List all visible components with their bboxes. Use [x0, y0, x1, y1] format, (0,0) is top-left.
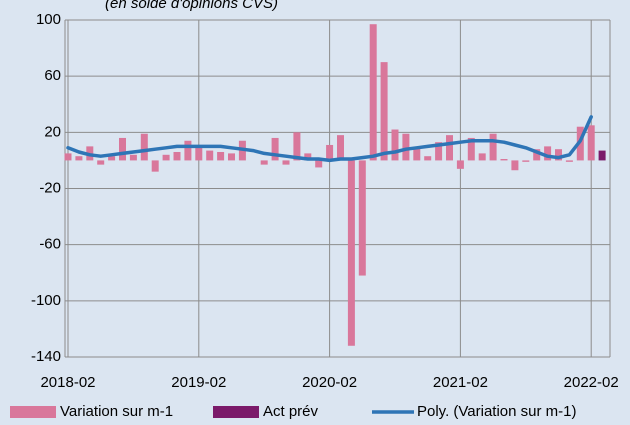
y-tick-label: 60 [44, 67, 61, 84]
bar [140, 133, 148, 161]
chart-subtitle: (en solde d'opinions CVS) [105, 0, 278, 12]
bar [108, 156, 116, 161]
bar [358, 160, 366, 276]
bar [304, 153, 312, 161]
trend-line [66, 115, 593, 163]
y-tick-label: -140 [31, 348, 61, 365]
bar [435, 142, 443, 161]
bar [326, 144, 334, 161]
bar [500, 159, 508, 161]
bar [587, 125, 595, 161]
bar [293, 132, 301, 161]
legend-swatch [213, 406, 259, 418]
bar [489, 133, 497, 161]
bar [446, 135, 453, 161]
bar [195, 147, 203, 161]
bar [598, 150, 606, 161]
bar [173, 151, 181, 161]
bar [129, 154, 137, 161]
bar [533, 149, 541, 161]
x-tick-label: 2019-02 [171, 374, 226, 391]
bar [228, 153, 235, 161]
bar [271, 137, 279, 161]
bar [97, 160, 105, 165]
legend-swatch [10, 406, 56, 418]
x-tick-label: 2020-02 [302, 374, 357, 391]
bar [511, 160, 519, 171]
x-tick-label: 2022-02 [564, 374, 619, 391]
bar [282, 160, 290, 165]
bar [337, 135, 344, 161]
bar [184, 140, 192, 161]
y-tick-label: -60 [39, 236, 61, 253]
bar [315, 160, 323, 168]
bar [413, 147, 421, 161]
y-tick-label: -20 [39, 179, 61, 196]
bar [151, 160, 159, 172]
legend-label: Variation sur m-1 [60, 403, 173, 420]
bar [347, 160, 355, 346]
bar [119, 137, 126, 161]
bar [402, 133, 410, 161]
legend-label: Act prév [263, 403, 319, 420]
bar [565, 160, 573, 162]
bar [391, 129, 399, 161]
y-tick-label: 100 [36, 11, 61, 28]
bar [369, 24, 377, 161]
bar [544, 146, 552, 161]
bar [162, 154, 170, 161]
bar [424, 156, 432, 161]
bar [206, 150, 214, 161]
bar [478, 153, 486, 161]
bar [75, 156, 83, 161]
legend-label: Poly. (Variation sur m-1) [417, 403, 577, 420]
x-tick-label: 2018-02 [40, 374, 95, 391]
x-tick-label: 2021-02 [433, 374, 488, 391]
bar [555, 149, 562, 161]
bar [380, 62, 388, 161]
bar [522, 160, 530, 162]
bar [64, 153, 72, 161]
bar [260, 160, 268, 165]
bar [467, 137, 475, 161]
bar [456, 160, 464, 169]
y-tick-label: 20 [44, 123, 61, 140]
bar [217, 151, 225, 161]
y-tick-label: -100 [31, 292, 61, 309]
